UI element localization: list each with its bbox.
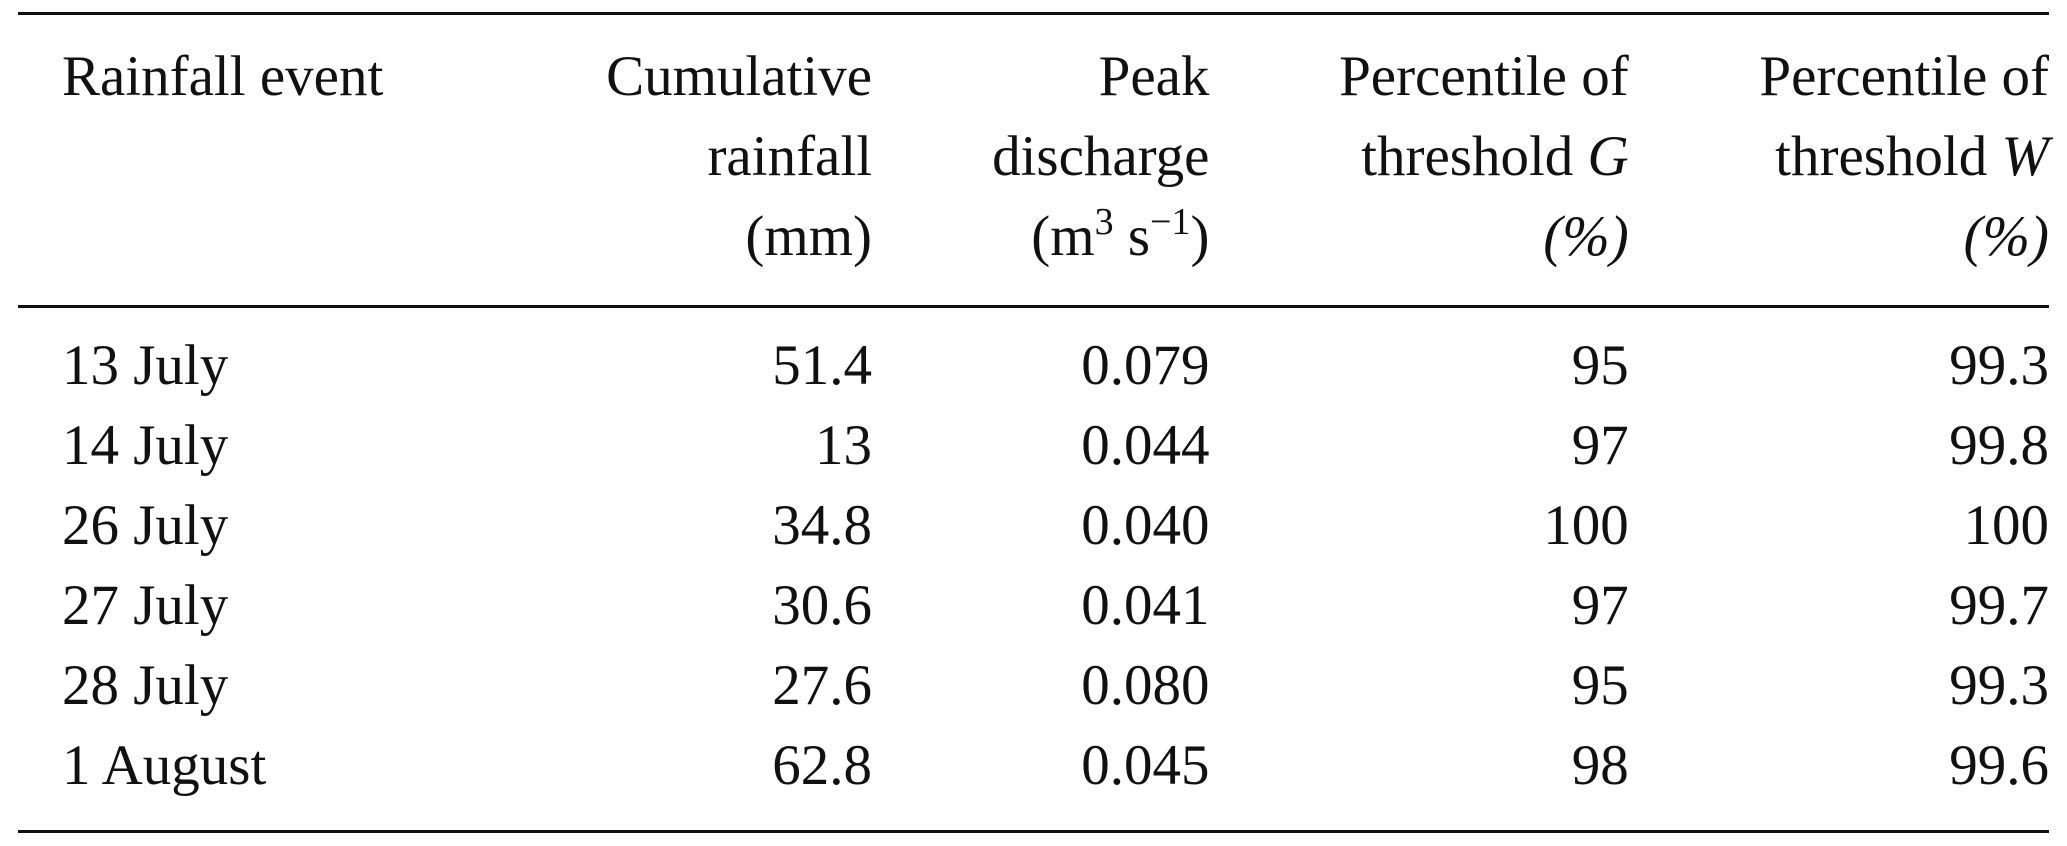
table-row: 27 July 30.6 0.041 97 99.7 bbox=[18, 566, 2049, 646]
header-line: Peak bbox=[1098, 45, 1210, 108]
header-line: Percentile of bbox=[1339, 45, 1629, 108]
header-unit: (mm) bbox=[745, 205, 873, 268]
header-text: threshold bbox=[1775, 125, 2002, 188]
cell-event: 27 July bbox=[62, 574, 229, 637]
cell-percentile-w: 99.3 bbox=[1949, 654, 2049, 717]
cell-percentile-g: 100 bbox=[1543, 494, 1629, 557]
unit-part: (m bbox=[1031, 205, 1095, 268]
threshold-symbol: W bbox=[2001, 125, 2049, 188]
cell-cumulative-rainfall: 30.6 bbox=[772, 574, 873, 637]
header-line: threshold W bbox=[1629, 117, 2049, 197]
unit-part: s bbox=[1113, 205, 1151, 268]
header-cumulative-rainfall: Cumulative rainfall (mm) bbox=[500, 14, 872, 307]
cell-percentile-w: 99.3 bbox=[1949, 334, 2049, 397]
cell-event: 26 July bbox=[62, 494, 229, 557]
header-unit: (%) bbox=[1963, 205, 2049, 268]
header-unit: (m3 s−1) bbox=[872, 197, 1209, 277]
cell-percentile-w: 99.6 bbox=[1949, 734, 2049, 797]
cell-peak-discharge: 0.045 bbox=[1081, 734, 1210, 797]
header-rainfall-event: Rainfall event bbox=[18, 14, 500, 307]
cell-percentile-w: 99.7 bbox=[1949, 574, 2049, 637]
cell-peak-discharge: 0.044 bbox=[1081, 414, 1210, 477]
header-peak-discharge: Peak discharge (m3 s−1) bbox=[872, 14, 1209, 307]
unit-superscript: −1 bbox=[1150, 201, 1191, 244]
table-row: 1 August 62.8 0.045 98 99.6 bbox=[18, 726, 2049, 832]
cell-event: 14 July bbox=[62, 414, 229, 477]
cell-cumulative-rainfall: 13 bbox=[815, 414, 873, 477]
cell-event: 28 July bbox=[62, 654, 229, 717]
table-row: 14 July 13 0.044 97 99.8 bbox=[18, 406, 2049, 486]
cell-peak-discharge: 0.080 bbox=[1081, 654, 1210, 717]
cell-percentile-w: 99.8 bbox=[1949, 414, 2049, 477]
cell-cumulative-rainfall: 34.8 bbox=[772, 494, 873, 557]
cell-percentile-g: 98 bbox=[1571, 734, 1629, 797]
header-line: rainfall bbox=[707, 125, 873, 188]
header-line: Cumulative bbox=[606, 45, 873, 108]
cell-peak-discharge: 0.041 bbox=[1081, 574, 1210, 637]
cell-peak-discharge: 0.040 bbox=[1081, 494, 1210, 557]
cell-percentile-g: 97 bbox=[1571, 414, 1629, 477]
header-percentile-threshold-w: Percentile of threshold W (%) bbox=[1629, 14, 2049, 307]
cell-percentile-g: 95 bbox=[1571, 654, 1629, 717]
header-line: threshold G bbox=[1209, 117, 1629, 197]
cell-event: 1 August bbox=[62, 734, 267, 797]
header-line: Percentile of bbox=[1759, 45, 2049, 108]
data-table-container: Rainfall event Cumulative rainfall (mm) … bbox=[18, 12, 2049, 833]
cell-cumulative-rainfall: 27.6 bbox=[772, 654, 873, 717]
header-line: Rainfall event bbox=[62, 45, 384, 108]
cell-event: 13 July bbox=[62, 334, 229, 397]
cell-percentile-g: 95 bbox=[1571, 334, 1629, 397]
rainfall-events-table: Rainfall event Cumulative rainfall (mm) … bbox=[18, 12, 2049, 833]
cell-percentile-g: 97 bbox=[1571, 574, 1629, 637]
header-text: threshold bbox=[1361, 125, 1588, 188]
cell-peak-discharge: 0.079 bbox=[1081, 334, 1210, 397]
header-line: discharge bbox=[992, 125, 1210, 188]
cell-cumulative-rainfall: 62.8 bbox=[772, 734, 873, 797]
header-unit: (%) bbox=[1543, 205, 1629, 268]
threshold-symbol: G bbox=[1587, 125, 1629, 188]
table-row: 13 July 51.4 0.079 95 99.3 bbox=[18, 306, 2049, 407]
header-percentile-threshold-g: Percentile of threshold G (%) bbox=[1209, 14, 1629, 307]
table-row: 26 July 34.8 0.040 100 100 bbox=[18, 486, 2049, 566]
cell-percentile-w: 100 bbox=[1963, 494, 2050, 557]
cell-cumulative-rainfall: 51.4 bbox=[772, 334, 873, 397]
table-row: 28 July 27.6 0.080 95 99.3 bbox=[18, 646, 2049, 726]
unit-superscript: 3 bbox=[1094, 201, 1114, 244]
table-header-row: Rainfall event Cumulative rainfall (mm) … bbox=[18, 13, 2049, 307]
unit-part: ) bbox=[1190, 205, 1210, 268]
